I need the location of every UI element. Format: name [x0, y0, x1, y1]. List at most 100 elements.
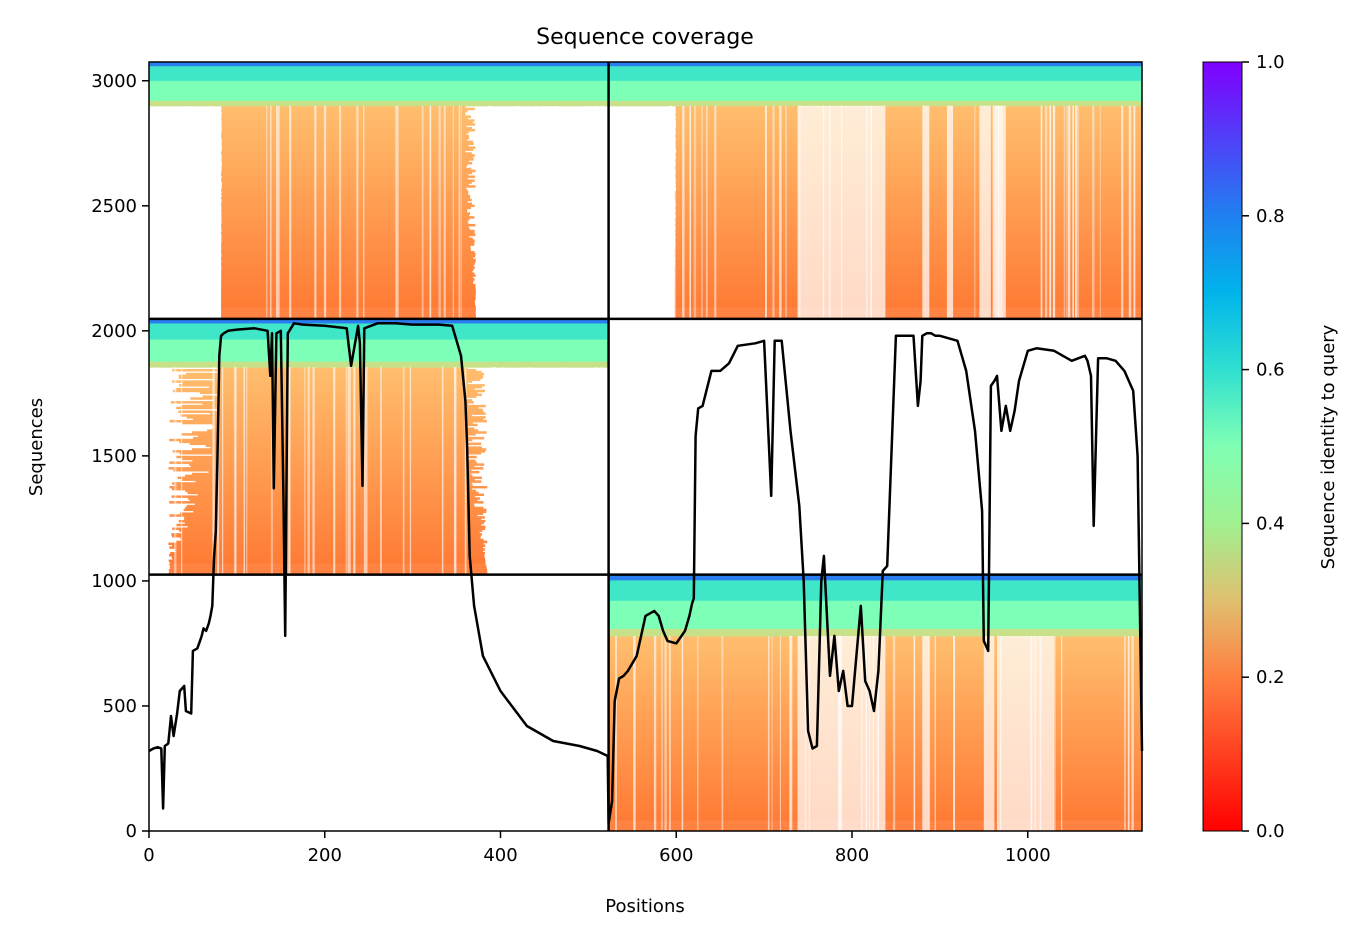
alignment-row — [221, 313, 476, 316]
alignment-row — [221, 233, 476, 237]
gap-streak — [779, 105, 782, 319]
gap-streak — [1053, 105, 1056, 319]
alignment-row — [221, 237, 473, 241]
identity-band-row — [149, 76, 609, 80]
alignment-row — [221, 150, 466, 153]
identity-band-row — [149, 357, 609, 360]
gap-streak — [287, 367, 290, 575]
alignment-row — [675, 163, 1142, 167]
alignment-row — [221, 229, 475, 233]
alignment-row — [221, 148, 474, 151]
colorbar-tick-label: 0.8 — [1256, 206, 1285, 227]
alignment-row — [169, 514, 478, 517]
identity-band-row — [149, 355, 609, 358]
coverage-gap — [946, 105, 954, 319]
identity-band-row — [608, 82, 1142, 85]
coverage-gap — [812, 105, 886, 319]
alignment-row — [221, 171, 473, 175]
alignment-row — [674, 167, 1142, 171]
alignment-row — [675, 136, 1142, 140]
alignment-row — [221, 132, 467, 136]
alignment-row — [674, 280, 1142, 283]
alignment-row — [674, 266, 1142, 270]
identity-band-row — [608, 597, 1142, 601]
alignment-row — [675, 123, 1142, 126]
gap-streak — [266, 105, 268, 319]
alignment-row — [675, 107, 1142, 111]
alignment-row — [221, 270, 473, 273]
alignment-row — [674, 283, 1142, 287]
alignment-row — [169, 419, 487, 423]
alignment-row — [675, 175, 1142, 179]
alignment-row — [675, 111, 1142, 115]
alignment-row — [675, 185, 1142, 188]
alignment-row — [674, 293, 1142, 297]
alignment-row — [171, 495, 476, 498]
alignment-row — [676, 150, 1142, 153]
alignment-row — [675, 243, 1142, 246]
gap-streak — [222, 367, 224, 575]
alignment-row — [675, 262, 1142, 266]
alignment-row — [674, 194, 1142, 198]
gap-streak — [421, 105, 424, 319]
gap-streak — [491, 367, 493, 575]
alignment-row — [676, 183, 1142, 186]
colorbar-tick-label: 0.0 — [1256, 821, 1285, 842]
alignment-row — [674, 233, 1142, 237]
coverage-gap — [797, 105, 813, 319]
identity-band-row — [608, 94, 1142, 98]
alignment-row — [675, 247, 1142, 250]
alignment-row — [180, 512, 484, 515]
alignment-row — [172, 450, 486, 453]
identity-band-row — [149, 85, 609, 89]
gap-streak — [508, 105, 511, 319]
gap-streak — [877, 635, 880, 831]
alignment-row — [221, 297, 476, 301]
gap-streak — [928, 635, 931, 831]
alignment-row — [221, 220, 468, 223]
alignment-row — [208, 470, 480, 474]
identity-band-row — [608, 630, 1142, 634]
alignment-row — [221, 260, 476, 264]
alignment-row — [212, 427, 475, 430]
alignment-row — [221, 109, 468, 113]
alignment-row — [186, 416, 486, 419]
colorbar-label: Sequence identity to query — [1318, 324, 1339, 569]
alignment-row — [221, 125, 467, 128]
alignment-row — [192, 436, 485, 440]
alignment-row — [676, 156, 1142, 159]
alignment-row — [221, 185, 476, 188]
alignment-row — [212, 423, 478, 427]
gap-streak — [181, 367, 183, 575]
alignment-row — [221, 287, 476, 291]
alignment-row — [221, 314, 476, 318]
gap-streak — [527, 367, 530, 575]
alignment-row — [171, 482, 472, 485]
alignment-row — [221, 190, 469, 194]
y-tick-label: 3000 — [91, 71, 137, 92]
gap-streak — [1030, 635, 1033, 831]
alignment-row — [190, 397, 466, 400]
alignment-row — [674, 285, 1142, 289]
alignment-row — [200, 391, 478, 395]
alignment-row — [221, 256, 474, 260]
gap-streak — [804, 635, 807, 831]
alignment-row — [221, 216, 475, 219]
gap-streak — [276, 105, 278, 319]
identity-band-row — [149, 69, 609, 72]
alignment-row — [674, 264, 1142, 268]
alignment-row — [221, 223, 476, 227]
alignment-row — [221, 123, 476, 126]
alignment-row — [221, 303, 476, 306]
identity-band-row — [608, 623, 1142, 627]
alignment-row — [179, 384, 485, 387]
alignment-row — [221, 165, 467, 169]
alignment-row — [175, 406, 479, 410]
gap-streak — [1052, 105, 1055, 319]
identity-band-row — [149, 83, 609, 87]
alignment-row — [221, 192, 469, 196]
alignment-row — [192, 431, 487, 434]
alignment-row — [221, 204, 475, 208]
alignment-row — [675, 115, 1142, 118]
alignment-row — [676, 148, 1142, 151]
